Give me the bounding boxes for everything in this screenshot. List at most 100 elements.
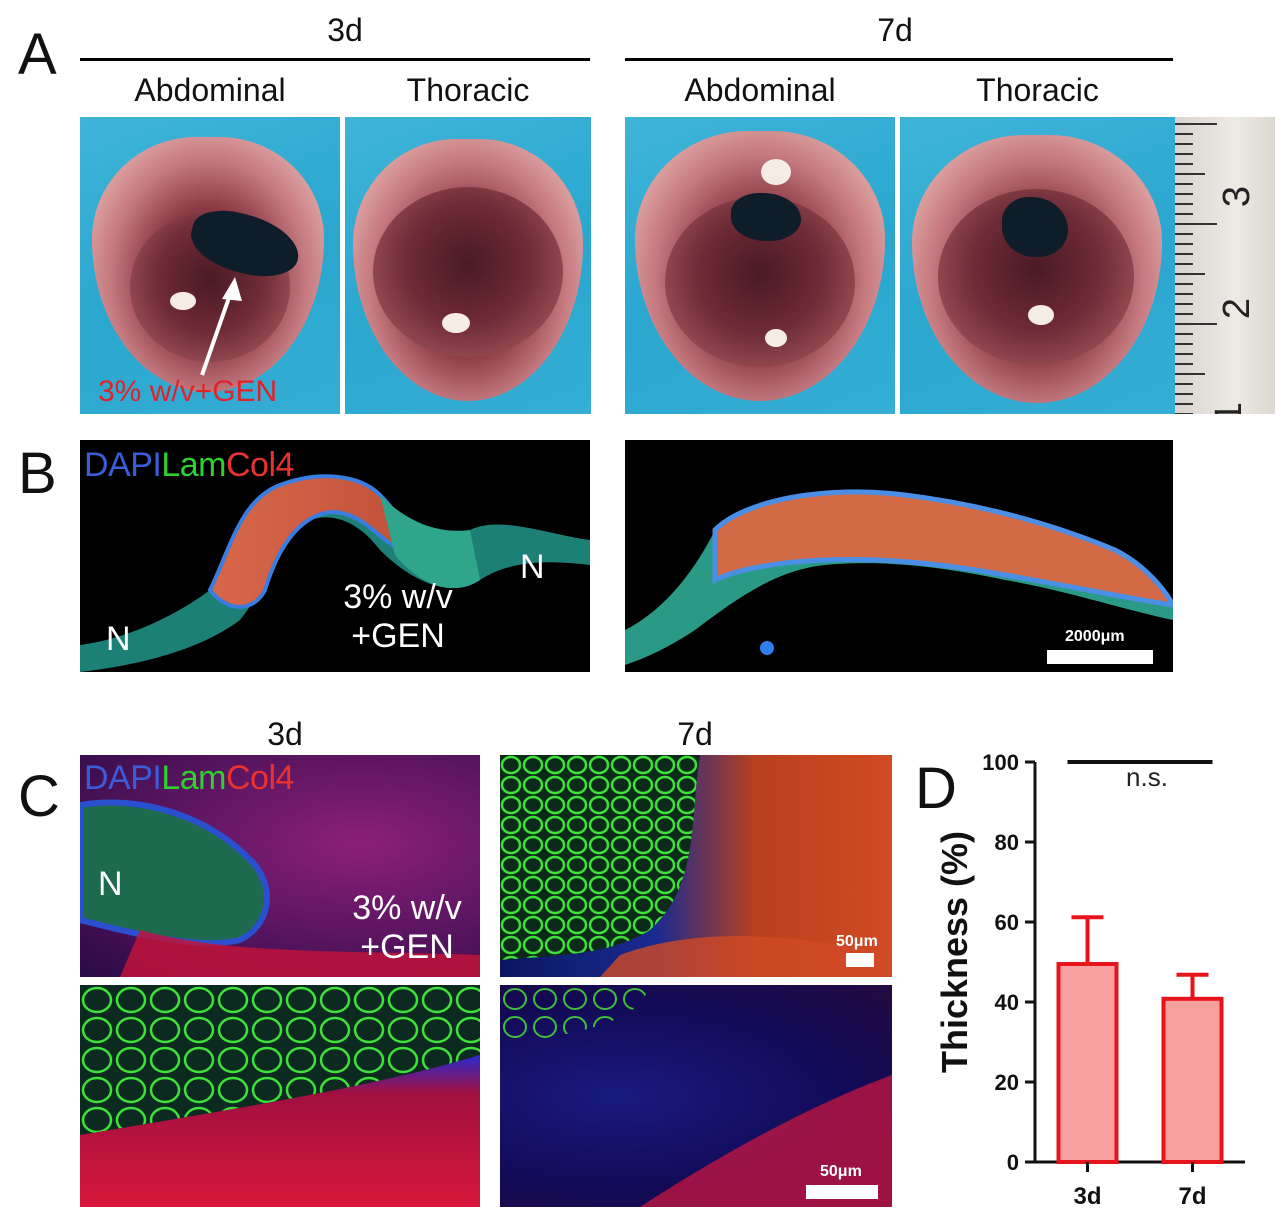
ruler-tick — [1175, 153, 1193, 155]
ruler-tick — [1175, 133, 1193, 135]
ruler-number-3: 3 — [1216, 185, 1259, 208]
photo-abdominal-7d — [625, 117, 895, 414]
stain-col4: Col4 — [226, 759, 294, 797]
arrow-icon — [200, 277, 242, 376]
ruler-tick — [1175, 123, 1217, 125]
ruler-number-1: 1 — [1208, 401, 1251, 414]
x-tick-label: 7d — [1178, 1183, 1206, 1210]
y-tick-label: 100 — [982, 750, 1019, 775]
tissue-spot — [765, 329, 787, 347]
gel-implant — [731, 193, 801, 241]
tissue-section — [80, 985, 480, 1207]
ruler-tick — [1175, 403, 1193, 405]
bar — [1056, 962, 1119, 1164]
gel-implant — [1002, 197, 1068, 257]
ruler-tick — [1175, 293, 1193, 295]
ruler-tick — [1175, 373, 1205, 375]
fluor-image-b-7d: 2000μm — [625, 440, 1173, 672]
panel-letter-d: D — [915, 756, 957, 821]
y-tick-label: 60 — [995, 910, 1019, 935]
photo-thoracic-3d — [345, 117, 591, 414]
tissue-section — [625, 489, 1173, 665]
ruler-tick — [1175, 383, 1193, 385]
bar — [1161, 996, 1224, 1164]
group-rule-7d — [625, 58, 1173, 61]
label-n-right: N — [520, 548, 545, 586]
ruler-tick — [1175, 353, 1193, 355]
scale-text-c-bottom: 50μm — [820, 1163, 862, 1180]
tissue-spot — [1028, 305, 1054, 325]
scale-bar-c-top — [846, 953, 874, 967]
ruler-tick — [1175, 213, 1193, 215]
ruler-tick — [1175, 313, 1193, 315]
stain-col4: Col4 — [226, 446, 294, 484]
scale-text-c-top: 50μm — [836, 933, 878, 950]
ruler-tick — [1175, 343, 1193, 345]
label-n-c: N — [98, 865, 123, 903]
tissue-section — [80, 799, 480, 977]
ruler-number-2: 2 — [1216, 297, 1259, 320]
fluor-image-c-3d-bottom — [80, 985, 480, 1207]
ruler-tick — [1175, 143, 1193, 145]
photo-thoracic-7d — [900, 117, 1175, 414]
stain-lam: Lam — [161, 446, 226, 484]
tissue-spot — [761, 159, 791, 185]
ruler-tick — [1175, 363, 1193, 365]
scale-text-b: 2000μm — [1065, 628, 1125, 645]
ruler-tick — [1175, 273, 1205, 275]
tissue-spot — [170, 292, 196, 310]
ruler-tick — [1175, 223, 1217, 225]
ruler-tick — [1175, 323, 1217, 325]
ruler-tick — [1175, 253, 1193, 255]
label-n-left: N — [106, 620, 131, 658]
ruler-tick — [1175, 303, 1193, 305]
ruler-tick — [1175, 333, 1193, 335]
scale-bar-c-bottom — [806, 1185, 878, 1199]
y-tick-label: 0 — [1007, 1150, 1019, 1175]
label-gel-c: 3% w/v +GEN — [352, 889, 462, 967]
stain-legend-c: DAPILamCol4 — [84, 761, 294, 795]
panel-letter-c: C — [18, 764, 60, 829]
stain-dapi: DAPI — [84, 446, 162, 484]
ruler-tick — [1175, 263, 1193, 265]
tissue-section — [80, 474, 590, 672]
ruler: 3 2 1 — [1175, 117, 1275, 414]
y-tick-label: 20 — [995, 1070, 1019, 1095]
ruler-tick — [1175, 173, 1205, 175]
annotation-gel: 3% w/v+GEN — [98, 375, 278, 408]
group-rule-3d — [80, 58, 590, 61]
stain-legend-b: DAPILamCol4 — [84, 448, 294, 482]
scale-bar-b — [1047, 650, 1153, 664]
ruler-tick — [1175, 393, 1193, 395]
photo-abdominal-3d: 3% w/v+GEN — [80, 117, 340, 414]
label-abdominal-3d: Abdominal — [134, 72, 286, 108]
group-label-7d: 7d — [877, 12, 913, 48]
panel-letter-a: A — [18, 22, 57, 87]
label-thoracic-3d: Thoracic — [406, 72, 530, 108]
tissue-section — [500, 985, 892, 1207]
fluor-image-c-3d-top: DAPILamCol4 N 3% w/v +GEN — [80, 755, 480, 977]
label-gel-b: 3% w/v +GEN — [343, 578, 453, 656]
y-tick-label: 80 — [995, 830, 1019, 855]
tissue-section — [500, 755, 892, 977]
significance-label: n.s. — [1126, 762, 1168, 792]
panel-letter-b: B — [18, 441, 57, 506]
ruler-tick — [1175, 413, 1193, 414]
ruler-tick — [1175, 283, 1193, 285]
y-axis-label: Thickness (%) — [934, 831, 975, 1073]
label-abdominal-7d: Abdominal — [684, 72, 836, 108]
ruler-tick — [1175, 163, 1193, 165]
fluor-image-c-7d-bottom: 50μm — [500, 985, 892, 1207]
ruler-tick — [1175, 193, 1193, 195]
col-label-7d: 7d — [677, 716, 713, 752]
fluor-image-b-3d: DAPILamCol4 N N 3% w/v +GEN — [80, 440, 590, 672]
y-tick-label: 40 — [995, 990, 1019, 1015]
organ-cavity — [373, 187, 563, 357]
ruler-tick — [1175, 243, 1193, 245]
stain-dapi: DAPI — [84, 759, 162, 797]
ruler-tick — [1175, 233, 1193, 235]
label-thoracic-7d: Thoracic — [976, 72, 1099, 108]
col-label-3d: 3d — [267, 716, 303, 752]
thickness-bar-chart: 0 20 40 60 80 100 3d 7d Thickness (%) n.s. — [934, 750, 1245, 1210]
ruler-tick — [1175, 203, 1193, 205]
